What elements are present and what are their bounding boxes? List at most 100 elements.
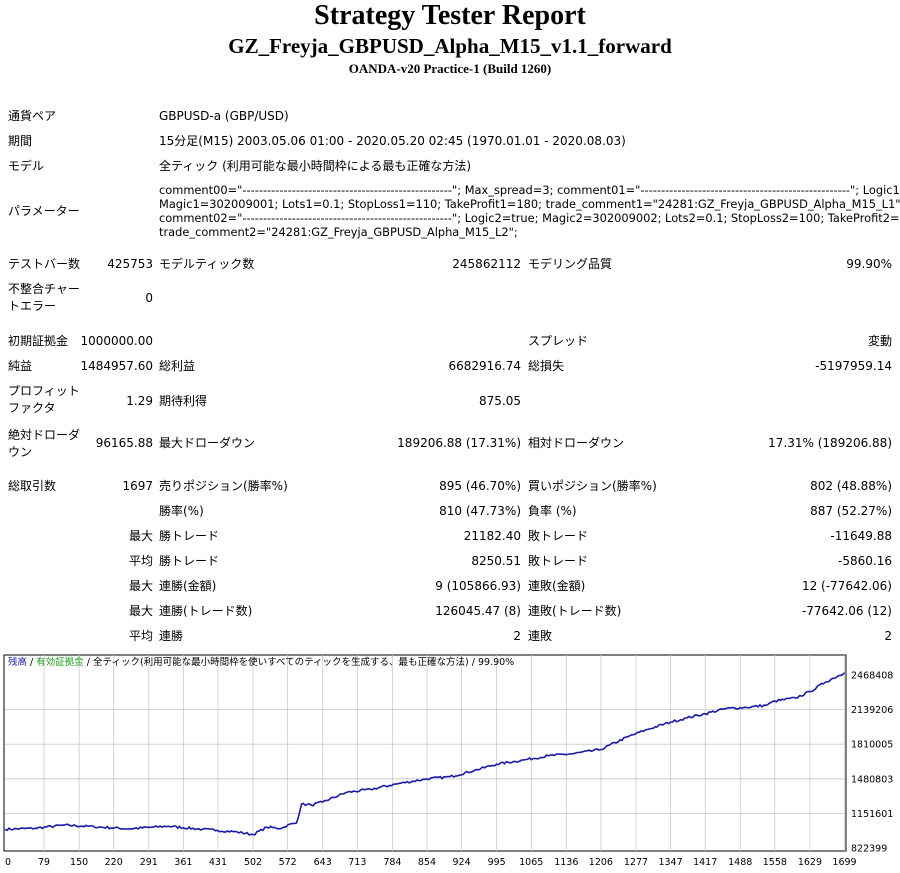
quality-label: モデリング品質 [528, 257, 613, 271]
deposit-label: 初期証拠金 [8, 334, 69, 348]
max-prefix: 最大 [128, 604, 153, 618]
x-tick-label: 1065 [519, 857, 543, 868]
max-prefix: 最大 [128, 579, 153, 593]
x-tick-label: 1347 [658, 857, 682, 868]
rel-dd-value: 17.31% (189206.88) [768, 436, 892, 450]
report-title: Strategy Tester Report [314, 0, 586, 31]
ticks-label: モデルティック数 [159, 257, 255, 271]
long-value: 802 (48.88%) [810, 479, 892, 493]
gross-loss-value: -5197959.14 [815, 359, 892, 373]
avg-prefix: 平均 [128, 554, 153, 568]
x-tick-label: 79 [38, 857, 50, 868]
x-tick-label: 361 [174, 857, 192, 868]
max-dd-label: 最大ドローダウン [159, 436, 256, 450]
max-cons-profit-label: 連勝(トレード数) [159, 604, 253, 618]
max-cons-win-value: 9 (105866.93) [435, 579, 521, 593]
period-value: 15分足(M15) 2003.05.06 01:00 - 2020.05.20 … [159, 134, 626, 148]
x-tick-label: 1558 [763, 857, 787, 868]
max-dd-value: 189206.88 (17.31%) [397, 436, 521, 450]
avg-loss-value: -5860.16 [838, 554, 892, 568]
x-tick-label: 150 [70, 857, 88, 868]
params-label: パラメーター [8, 204, 80, 218]
rel-dd-label: 相対ドローダウン [528, 436, 625, 450]
spread-value: 変動 [867, 334, 892, 348]
x-tick-label: 502 [244, 857, 262, 868]
chart-frame [3, 654, 847, 852]
legend-description: / 全ティック(利用可能な最小時間枠を使いすべてのティックを生成する、最も正確な… [83, 657, 515, 668]
x-tick-label: 572 [279, 857, 297, 868]
x-tick-label: 1277 [624, 857, 648, 868]
x-tick-label: 431 [209, 857, 227, 868]
avg-cons-win-label: 連勝 [159, 629, 184, 643]
chart-x-ticks: 0 79 150 220 291 361 431 502 572 643 713 784 854 924 9… [5, 857, 857, 868]
x-tick-label: 1417 [693, 857, 717, 868]
quality-value: 99.90% [846, 257, 892, 271]
long-label: 買いポジション(勝率%) [528, 479, 657, 493]
max-loss-value: -11649.88 [830, 529, 892, 543]
spread-label: スプレッド [528, 334, 589, 348]
x-tick-label: 291 [140, 857, 158, 868]
ticks-value: 245862112 [452, 257, 521, 271]
mismatch-label: トエラー [8, 299, 57, 313]
gross-profit-value: 6682916.74 [448, 359, 521, 373]
avg-prefix: 平均 [128, 629, 153, 643]
mismatch-value: 0 [145, 291, 153, 305]
max-cons-loss-value: 12 (-77642.06) [801, 579, 892, 593]
trades-value: 1697 [122, 479, 153, 493]
net-label: 純益 [8, 359, 33, 373]
x-tick-label: 854 [418, 857, 436, 868]
trades-label: 総取引数 [8, 479, 57, 493]
chart-legend: 残高 / 有効証拠金 / 全ティック(利用可能な最小時間枠を使いすべてのティック… [8, 657, 514, 669]
expected-value: 875.05 [479, 394, 521, 408]
abs-dd-value: 96165.88 [95, 436, 153, 450]
period-label: 期間 [8, 134, 33, 148]
x-tick-label: 713 [348, 857, 366, 868]
y-tick-label: 2468408 [851, 671, 893, 682]
max-cons-win-label: 連勝(金額) [159, 579, 217, 593]
y-tick-label: 1810005 [851, 740, 893, 751]
x-tick-label: 220 [105, 857, 123, 868]
model-value: 全ティック (利用可能な最小時間枠による最も正確な方法) [159, 159, 472, 173]
x-tick-label: 643 [314, 857, 332, 868]
max-prefix: 最大 [128, 529, 153, 543]
x-tick-label: 1488 [728, 857, 752, 868]
x-tick-label: 1206 [589, 857, 613, 868]
y-tick-label: 1480803 [851, 774, 893, 785]
avg-cons-loss-value: 2 [884, 629, 892, 643]
chart-y-ticks: 2468408 2139206 1810005 1480803 1151601 82239… [851, 671, 893, 855]
abs-dd-label: 絶対ドローダ [8, 428, 81, 442]
params-line: trade_comment2="24281:GZ_Freyja_GBPUSD_A… [159, 225, 518, 239]
params-line: comment02="-----------------------------… [159, 211, 900, 225]
avg-win-label: 勝トレード [159, 554, 220, 568]
bars-label: テストバー数 [8, 257, 81, 271]
avg-loss-label: 敗トレード [528, 554, 589, 568]
abs-dd-label: ウン [8, 445, 33, 459]
x-tick-label: 995 [488, 857, 506, 868]
avg-win-value: 8250.51 [471, 554, 521, 568]
symbol-value: GBPUSD-a (GBP/USD) [159, 109, 289, 123]
avg-cons-win-value: 2 [513, 629, 521, 643]
x-tick-label: 924 [452, 857, 470, 868]
mismatch-label: 不整合チャー [8, 282, 80, 296]
max-cons-lossamt-label: 連敗(トレード数) [528, 604, 622, 618]
balance-line [4, 672, 846, 836]
gross-profit-label: 総利益 [159, 359, 196, 373]
x-tick-label: 1699 [832, 857, 856, 868]
net-value: 1484957.60 [80, 359, 153, 373]
loss-label: 負率 (%) [528, 504, 577, 518]
loss-value: 887 (52.27%) [810, 504, 892, 518]
report-subtitle: GZ_Freyja_GBPUSD_Alpha_M15_v1.1_forward [228, 34, 672, 58]
x-tick-label: 1629 [798, 857, 822, 868]
max-cons-loss-label: 連敗(金額) [528, 579, 586, 593]
max-cons-lossamt-value: -77642.06 (12) [801, 604, 892, 618]
y-tick-label: 822399 [851, 844, 887, 855]
params-value: comment00="-----------------------------… [159, 183, 900, 239]
max-win-value: 21182.40 [463, 529, 521, 543]
pf-value: 1.29 [126, 394, 153, 408]
deposit-value: 1000000.00 [80, 334, 153, 348]
max-loss-label: 敗トレード [528, 529, 589, 543]
bars-value: 425753 [107, 257, 153, 271]
short-label: 売りポジション(勝率%) [159, 479, 288, 493]
max-win-label: 勝トレード [159, 529, 220, 543]
balance-chart: 2468408 2139206 1810005 1480803 1151601 82239… [3, 654, 893, 868]
